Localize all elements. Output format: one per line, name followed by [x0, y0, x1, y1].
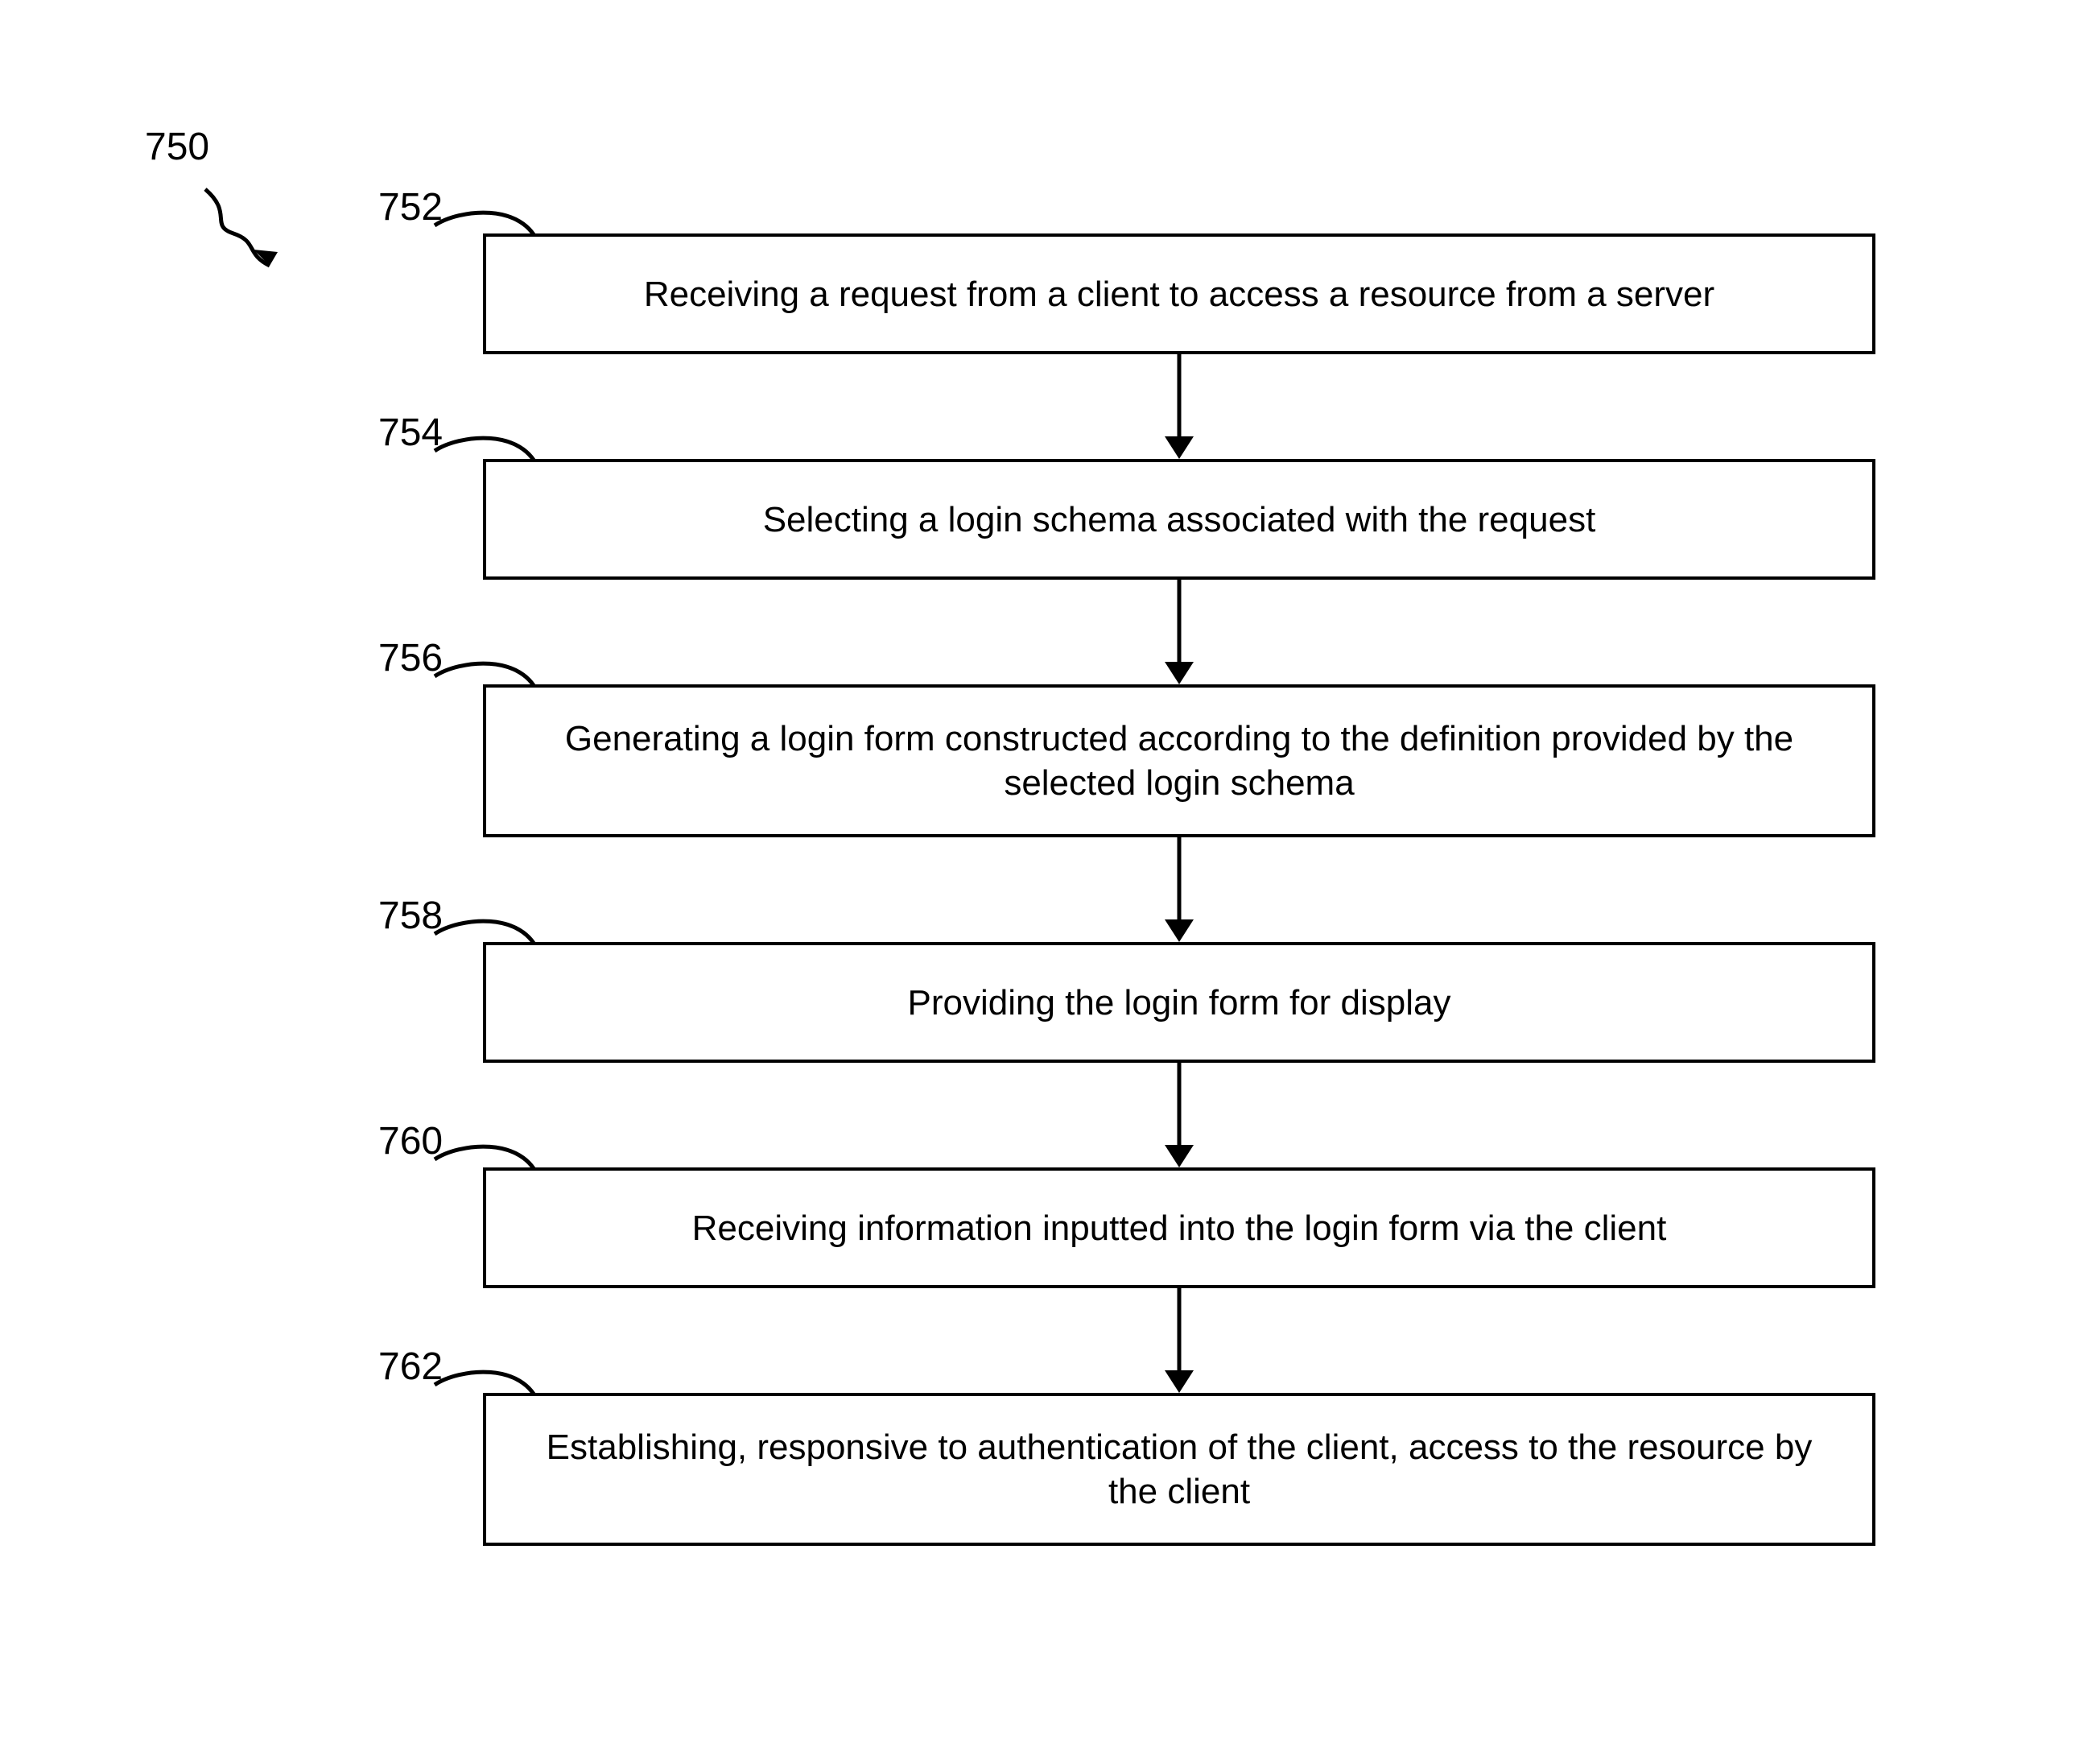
step-text: Selecting a login schema associated with… [763, 498, 1596, 542]
arrow-head-icon [1165, 436, 1194, 459]
figure-label: 750 [145, 125, 209, 169]
arrow-758-to-760 [1155, 1063, 1203, 1167]
step-text: Establishing, responsive to authenticati… [518, 1425, 1840, 1514]
step-text: Receiving information inputted into the … [692, 1206, 1667, 1250]
arrow-760-to-762 [1155, 1288, 1203, 1393]
arrow-756-to-758 [1155, 837, 1203, 942]
step-box-752: Receiving a request from a client to acc… [483, 233, 1875, 354]
step-box-762: Establishing, responsive to authenticati… [483, 1393, 1875, 1546]
step-text: Providing the login form for display [908, 981, 1451, 1025]
arrow-752-to-754 [1155, 354, 1203, 459]
step-box-758: Providing the login form for display [483, 942, 1875, 1063]
flowchart-canvas: 750 752Receiving a request from a client… [0, 0, 2100, 1760]
arrow-head-icon [1165, 1370, 1194, 1393]
step-box-760: Receiving information inputted into the … [483, 1167, 1875, 1288]
arrow-head-icon [1165, 1145, 1194, 1167]
step-box-754: Selecting a login schema associated with… [483, 459, 1875, 580]
arrow-head-icon [1165, 662, 1194, 684]
step-text: Generating a login form constructed acco… [518, 717, 1840, 805]
arrow-head-icon [1165, 919, 1194, 942]
squiggle-arrow-icon [201, 181, 298, 278]
step-box-756: Generating a login form constructed acco… [483, 684, 1875, 837]
step-text: Receiving a request from a client to acc… [644, 272, 1714, 316]
arrow-754-to-756 [1155, 580, 1203, 684]
